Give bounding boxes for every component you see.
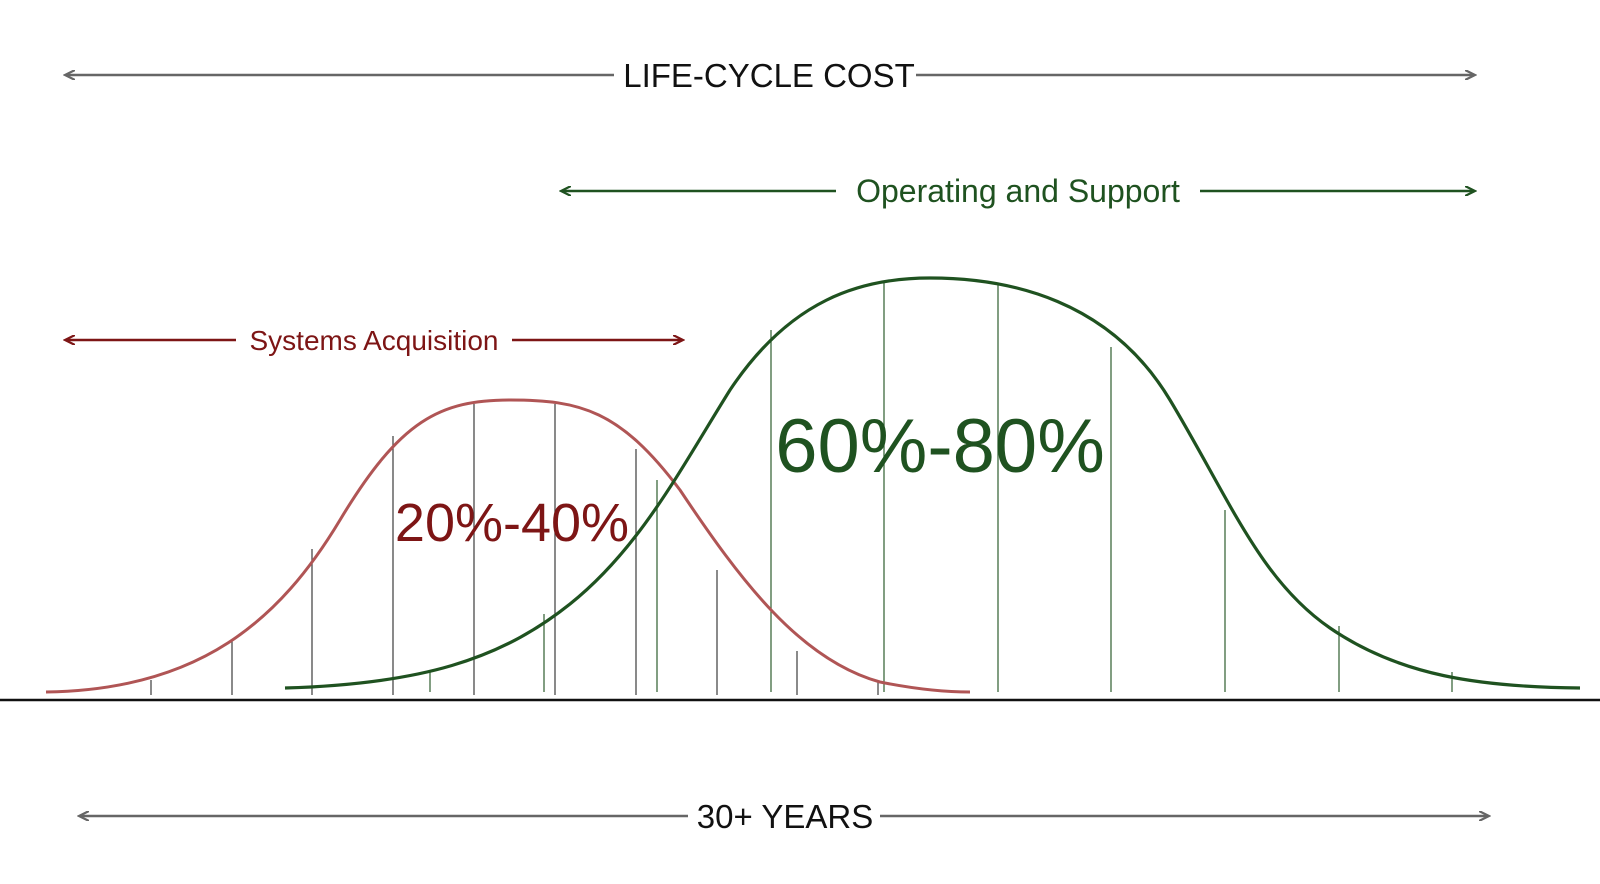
duration-label: 30+ YEARS xyxy=(697,798,873,835)
operating-curve-ticks xyxy=(429,282,1453,692)
acquisition-cost-curve xyxy=(45,398,971,694)
duration-span: 30+ YEARS xyxy=(80,798,1488,835)
life-cycle-cost-label: LIFE-CYCLE COST xyxy=(623,57,915,94)
life-cycle-cost-span: LIFE-CYCLE COST xyxy=(66,57,1474,94)
acquisition-curve-ticks xyxy=(150,404,879,695)
systems-acquisition-span: Systems Acquisition xyxy=(66,325,682,356)
systems-acquisition-label: Systems Acquisition xyxy=(250,325,499,356)
operating-cost-curve xyxy=(284,276,1581,690)
acquisition-share-label: 20%-40% xyxy=(395,493,629,553)
operating-support-label: Operating and Support xyxy=(856,173,1180,209)
operating-support-span: Operating and Support xyxy=(562,173,1474,209)
operating-share-label: 60%-80% xyxy=(775,404,1105,489)
